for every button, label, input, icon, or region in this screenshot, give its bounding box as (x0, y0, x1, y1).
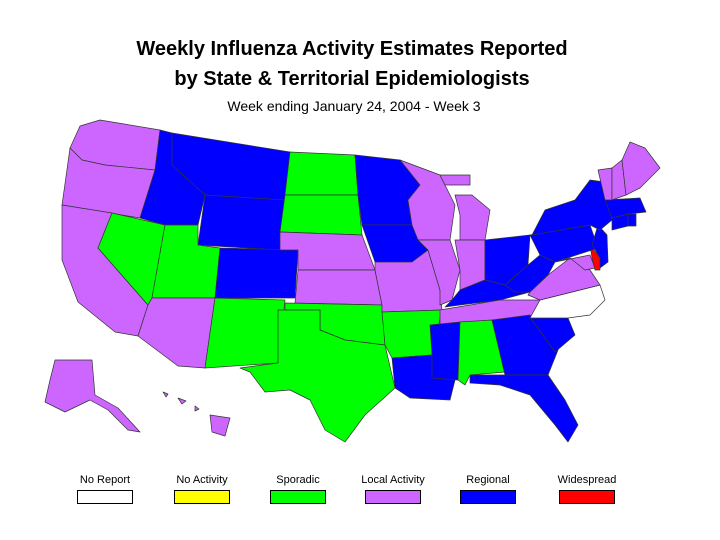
state-ks (294, 269, 383, 306)
legend-swatch (174, 490, 230, 504)
legend-label: No Report (79, 474, 131, 486)
legend-item-widespread: Widespread (542, 474, 632, 504)
state-nd (284, 151, 359, 196)
state-sd (279, 194, 363, 236)
legend-swatch (77, 490, 133, 504)
state-ms (429, 321, 461, 381)
legend-item-no-report: No Report (60, 474, 150, 504)
state-az (137, 297, 216, 369)
map-title-line2: by State & Territorial Epidemiologists (174, 68, 530, 90)
state-md (554, 254, 596, 271)
legend-swatch (365, 490, 421, 504)
state-fl (469, 374, 579, 443)
state-me (621, 141, 661, 196)
legend-item-sporadic: Sporadic (253, 474, 343, 504)
legend-label: No Activity (176, 474, 228, 486)
state-hi (162, 391, 231, 437)
state-wy (197, 194, 286, 251)
state-il (417, 239, 461, 306)
legend-label: Widespread (557, 474, 617, 486)
state-nj (591, 224, 609, 269)
state-wv (504, 254, 556, 293)
state-ri (627, 213, 637, 227)
state-ny (531, 179, 613, 236)
map-subtitle: Week ending January 24, 2004 - Week 3 (227, 98, 481, 114)
legend-swatch (559, 490, 615, 504)
state-ak (44, 359, 141, 433)
map-title-line1: Weekly Influenza Activity Estimates Repo… (136, 38, 568, 60)
legend-swatch (270, 490, 326, 504)
legend-swatch (460, 490, 516, 504)
state-co (214, 247, 299, 299)
state-ma (604, 197, 647, 219)
legend-item-regional: Regional (443, 474, 533, 504)
legend-item-no-activity: No Activity (157, 474, 247, 504)
state-tx (239, 309, 396, 443)
state-va (527, 257, 601, 301)
legend-label: Sporadic (276, 474, 320, 486)
legend-label: Local Activity (361, 474, 425, 486)
legend-label: Regional (466, 474, 510, 486)
legend-item-local-activity: Local Activity (348, 474, 438, 504)
state-nm (204, 297, 286, 369)
